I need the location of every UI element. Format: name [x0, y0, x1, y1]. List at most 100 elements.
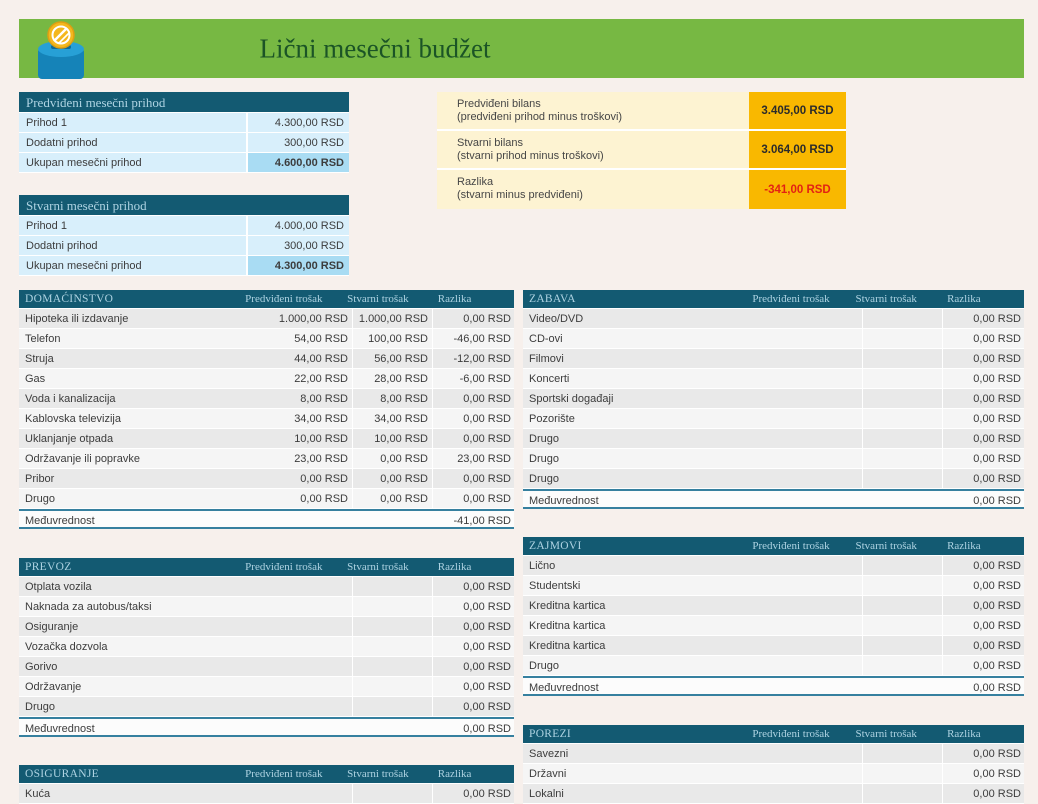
actual-cell[interactable]: 0,00 RSD: [352, 449, 432, 468]
diff-cell[interactable]: 0,00 RSD: [942, 369, 1024, 388]
planned-cell[interactable]: [722, 329, 862, 348]
diff-cell[interactable]: 0,00 RSD: [942, 656, 1024, 675]
subtotal-value[interactable]: -41,00 RSD: [453, 515, 511, 527]
planned-cell[interactable]: [722, 656, 862, 675]
planned-cell[interactable]: [722, 764, 862, 783]
planned-cell[interactable]: 8,00 RSD: [300, 393, 348, 405]
actual-cell[interactable]: [862, 556, 942, 575]
actual-cell[interactable]: [862, 784, 942, 803]
diff-cell[interactable]: -12,00 RSD: [432, 349, 514, 368]
planned-cell[interactable]: 23,00 RSD: [294, 453, 348, 465]
summary-value-cell[interactable]: -341,00 RSD: [749, 170, 846, 209]
planned-cell[interactable]: [722, 309, 862, 328]
actual-cell[interactable]: [862, 369, 942, 388]
planned-cell[interactable]: [722, 744, 862, 763]
diff-cell[interactable]: 0,00 RSD: [942, 449, 1024, 468]
actual-cell[interactable]: 0,00 RSD: [352, 489, 432, 508]
actual-cell[interactable]: [862, 744, 942, 763]
planned-cell[interactable]: 22,00 RSD: [294, 373, 348, 385]
diff-cell[interactable]: 0,00 RSD: [432, 677, 514, 696]
actual-cell[interactable]: [862, 596, 942, 615]
diff-cell[interactable]: -6,00 RSD: [432, 369, 514, 388]
diff-cell[interactable]: 0,00 RSD: [942, 429, 1024, 448]
diff-cell[interactable]: 0,00 RSD: [432, 637, 514, 656]
planned-cell[interactable]: [722, 469, 862, 488]
planned-cell[interactable]: [212, 617, 352, 636]
diff-cell[interactable]: 0,00 RSD: [942, 389, 1024, 408]
actual-cell[interactable]: [862, 764, 942, 783]
actual-cell[interactable]: [862, 636, 942, 655]
diff-cell[interactable]: 0,00 RSD: [432, 469, 514, 488]
planned-cell[interactable]: [722, 576, 862, 595]
diff-cell[interactable]: 0,00 RSD: [432, 784, 514, 803]
planned-cell[interactable]: 1.000,00 RSD: [278, 313, 348, 325]
planned-cell[interactable]: 0,00 RSD: [300, 493, 348, 505]
diff-cell[interactable]: 0,00 RSD: [432, 389, 514, 408]
actual-cell[interactable]: [862, 349, 942, 368]
planned-cell[interactable]: [212, 657, 352, 676]
total-value-cell[interactable]: 4.600,00 RSD: [246, 153, 349, 172]
actual-cell[interactable]: [352, 697, 432, 716]
diff-cell[interactable]: 0,00 RSD: [432, 597, 514, 616]
total-value-cell[interactable]: 4.300,00 RSD: [246, 256, 349, 275]
actual-cell[interactable]: [352, 597, 432, 616]
value-cell[interactable]: 300,00 RSD: [246, 236, 349, 255]
planned-cell[interactable]: 0,00 RSD: [300, 473, 348, 485]
diff-cell[interactable]: 0,00 RSD: [942, 309, 1024, 328]
actual-cell[interactable]: [352, 784, 432, 803]
diff-cell[interactable]: 0,00 RSD: [942, 636, 1024, 655]
diff-cell[interactable]: 0,00 RSD: [432, 657, 514, 676]
planned-cell[interactable]: [212, 677, 352, 696]
diff-cell[interactable]: 0,00 RSD: [942, 329, 1024, 348]
planned-cell[interactable]: [212, 697, 352, 716]
actual-cell[interactable]: [862, 309, 942, 328]
diff-cell[interactable]: 0,00 RSD: [942, 616, 1024, 635]
diff-cell[interactable]: 0,00 RSD: [942, 349, 1024, 368]
diff-cell[interactable]: 0,00 RSD: [942, 744, 1024, 763]
actual-cell[interactable]: 1.000,00 RSD: [352, 309, 432, 328]
summary-value-cell[interactable]: 3.405,00 RSD: [749, 92, 846, 129]
diff-cell[interactable]: 23,00 RSD: [432, 449, 514, 468]
actual-cell[interactable]: [352, 637, 432, 656]
actual-cell[interactable]: [862, 429, 942, 448]
diff-cell[interactable]: 0,00 RSD: [942, 596, 1024, 615]
actual-cell[interactable]: [862, 329, 942, 348]
actual-cell[interactable]: 56,00 RSD: [352, 349, 432, 368]
value-cell[interactable]: 300,00 RSD: [246, 133, 349, 152]
actual-cell[interactable]: 0,00 RSD: [352, 469, 432, 488]
actual-cell[interactable]: [862, 449, 942, 468]
planned-cell[interactable]: [722, 784, 862, 803]
planned-cell[interactable]: 44,00 RSD: [294, 353, 348, 365]
actual-cell[interactable]: [862, 616, 942, 635]
actual-cell[interactable]: [862, 389, 942, 408]
actual-cell[interactable]: 100,00 RSD: [352, 329, 432, 348]
actual-cell[interactable]: [862, 576, 942, 595]
diff-cell[interactable]: 0,00 RSD: [942, 409, 1024, 428]
actual-cell[interactable]: [352, 677, 432, 696]
planned-cell[interactable]: [722, 636, 862, 655]
planned-cell[interactable]: [722, 616, 862, 635]
diff-cell[interactable]: 0,00 RSD: [432, 617, 514, 636]
planned-cell[interactable]: 10,00 RSD: [294, 433, 348, 445]
subtotal-value[interactable]: 0,00 RSD: [973, 495, 1021, 507]
diff-cell[interactable]: -46,00 RSD: [432, 329, 514, 348]
subtotal-value[interactable]: 0,00 RSD: [973, 682, 1021, 694]
planned-cell[interactable]: [722, 556, 862, 575]
diff-cell[interactable]: 0,00 RSD: [942, 784, 1024, 803]
planned-cell[interactable]: [722, 429, 862, 448]
planned-cell[interactable]: [722, 596, 862, 615]
value-cell[interactable]: 4.000,00 RSD: [246, 216, 349, 235]
diff-cell[interactable]: 0,00 RSD: [942, 469, 1024, 488]
planned-cell[interactable]: [212, 597, 352, 616]
actual-cell[interactable]: 28,00 RSD: [352, 369, 432, 388]
planned-cell[interactable]: [212, 577, 352, 596]
subtotal-value[interactable]: 0,00 RSD: [463, 723, 511, 735]
planned-cell[interactable]: [212, 784, 352, 803]
actual-cell[interactable]: [862, 409, 942, 428]
diff-cell[interactable]: 0,00 RSD: [432, 409, 514, 428]
planned-cell[interactable]: [722, 349, 862, 368]
planned-cell[interactable]: 54,00 RSD: [294, 333, 348, 345]
actual-cell[interactable]: [862, 656, 942, 675]
actual-cell[interactable]: [352, 617, 432, 636]
diff-cell[interactable]: 0,00 RSD: [432, 309, 514, 328]
